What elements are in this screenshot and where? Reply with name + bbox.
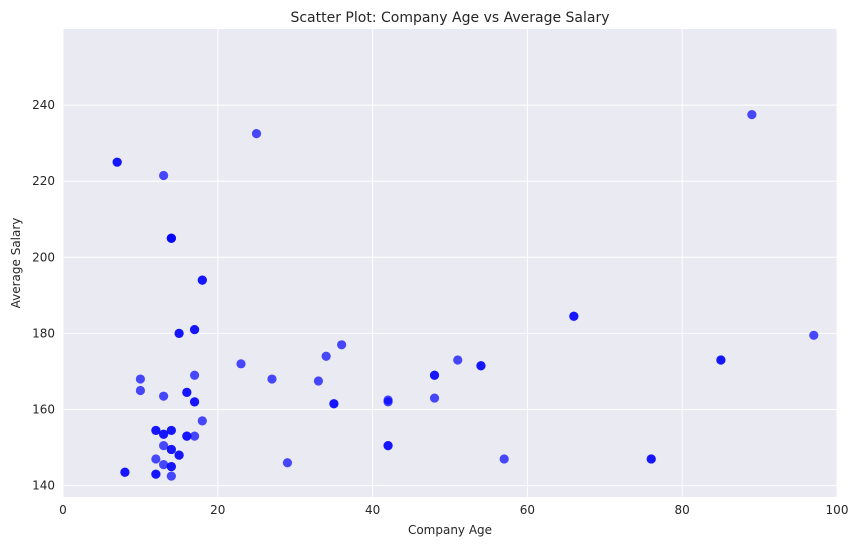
- data-point: [189, 431, 200, 441]
- data-point: [189, 324, 200, 335]
- x-tick-label: 100: [826, 503, 849, 517]
- data-point: [646, 454, 656, 464]
- data-point: [112, 157, 122, 167]
- y-tick-label: 200: [32, 250, 55, 264]
- data-point: [166, 233, 176, 243]
- data-point: [189, 370, 200, 380]
- data-point: [159, 429, 169, 439]
- x-tick-label: 0: [59, 503, 67, 517]
- data-point: [166, 425, 176, 436]
- data-point: [383, 441, 393, 451]
- data-point: [159, 460, 169, 470]
- data-point: [337, 340, 347, 350]
- data-point: [151, 425, 161, 436]
- x-axis-label: Company Age: [408, 523, 492, 537]
- data-point: [313, 376, 324, 386]
- data-point: [429, 370, 440, 380]
- data-point: [197, 416, 207, 426]
- data-point: [166, 471, 176, 481]
- data-point: [159, 170, 169, 181]
- data-point: [282, 458, 293, 468]
- y-tick-label: 220: [32, 174, 55, 188]
- data-point: [151, 454, 161, 464]
- x-tick-label: 40: [365, 503, 380, 517]
- y-tick-labels: 140 160 180 200 220 240: [32, 98, 55, 492]
- y-tick-label: 160: [32, 402, 55, 416]
- data-point: [569, 311, 579, 321]
- x-tick-label: 60: [520, 503, 535, 517]
- data-point: [151, 469, 161, 479]
- data-point: [182, 387, 192, 397]
- y-tick-label: 240: [32, 98, 55, 112]
- data-point: [809, 330, 819, 340]
- data-point: [174, 450, 184, 460]
- x-tick-label: 80: [675, 503, 690, 517]
- data-point: [429, 393, 440, 403]
- data-point: [159, 441, 169, 451]
- data-point: [174, 328, 184, 338]
- data-point: [329, 399, 339, 409]
- data-point: [197, 275, 207, 285]
- data-point: [189, 397, 200, 407]
- data-point: [135, 385, 145, 396]
- data-point: [267, 374, 277, 384]
- data-point: [159, 391, 169, 401]
- data-point: [476, 361, 486, 371]
- data-point: [383, 397, 393, 407]
- data-point: [236, 359, 246, 369]
- data-point: [166, 444, 176, 455]
- y-axis-label: Average Salary: [9, 218, 23, 309]
- x-tick-label: 20: [210, 503, 225, 517]
- data-point: [716, 355, 726, 365]
- chart-title: Scatter Plot: Company Age vs Average Sal…: [290, 10, 609, 26]
- plot-area: [63, 29, 837, 497]
- y-tick-label: 180: [32, 326, 55, 340]
- data-points: [112, 110, 819, 481]
- x-tick-labels: 0 20 40 60 80 100: [59, 503, 848, 517]
- data-point: [166, 461, 176, 472]
- data-point: [321, 351, 331, 361]
- data-point: [499, 454, 509, 464]
- y-tick-label: 140: [32, 479, 55, 493]
- data-point: [251, 129, 262, 139]
- data-point: [747, 110, 757, 120]
- data-point: [182, 431, 192, 441]
- data-point: [120, 467, 130, 477]
- data-point: [453, 355, 463, 365]
- data-point: [135, 374, 145, 384]
